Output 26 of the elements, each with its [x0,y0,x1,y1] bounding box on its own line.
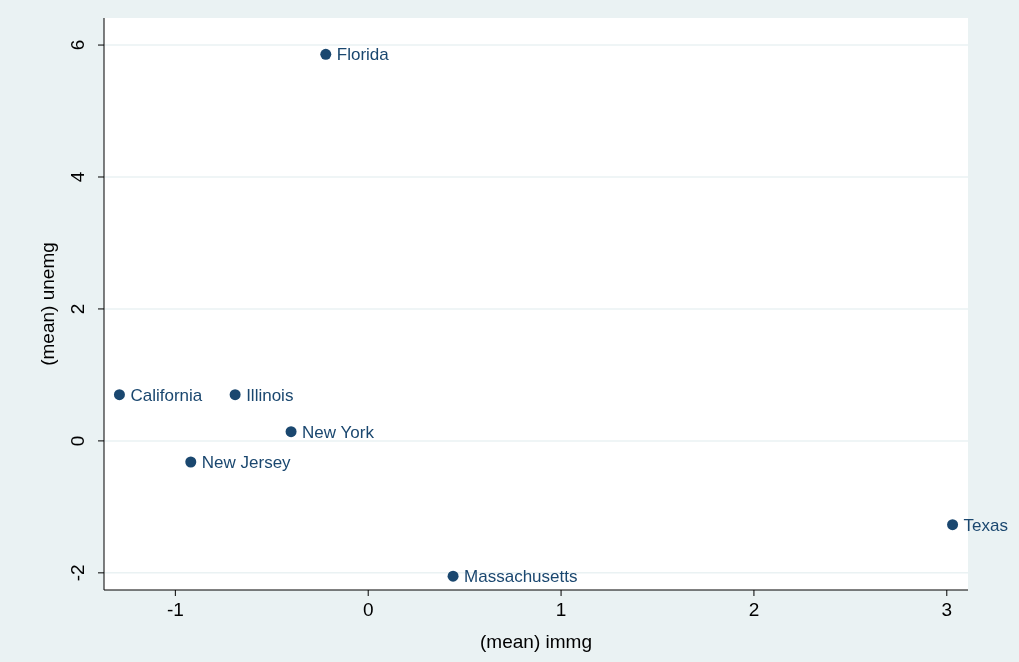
annotation: Massachusetts [464,567,578,587]
x-tick-label: -1 [166,599,184,620]
x-tick-label: 1 [555,599,567,620]
annotation: Texas [963,515,1008,535]
x-axis-title: (mean) immg [480,631,592,652]
y-axis-title: (mean) unemg [37,242,58,366]
y-tick-label: 4 [67,171,88,183]
x-tick-label: 2 [748,599,760,620]
y-tick-label: 0 [67,435,88,447]
annotation: California [130,385,203,405]
point [447,570,459,582]
point [229,389,241,401]
x-tick-label: 3 [941,599,953,620]
point [185,456,197,468]
y-tick-label: -2 [67,564,88,582]
x-tick-label: 0 [362,599,374,620]
annotation: Illinois [246,385,294,405]
point [320,48,332,60]
point [285,426,297,438]
point [113,389,125,401]
y-tick-label: 6 [67,39,88,51]
annotation: Florida [336,45,390,65]
annotation: New Jersey [201,453,292,473]
annotation: New York [302,422,375,442]
point [947,519,959,531]
y-tick-label: 2 [67,303,88,315]
